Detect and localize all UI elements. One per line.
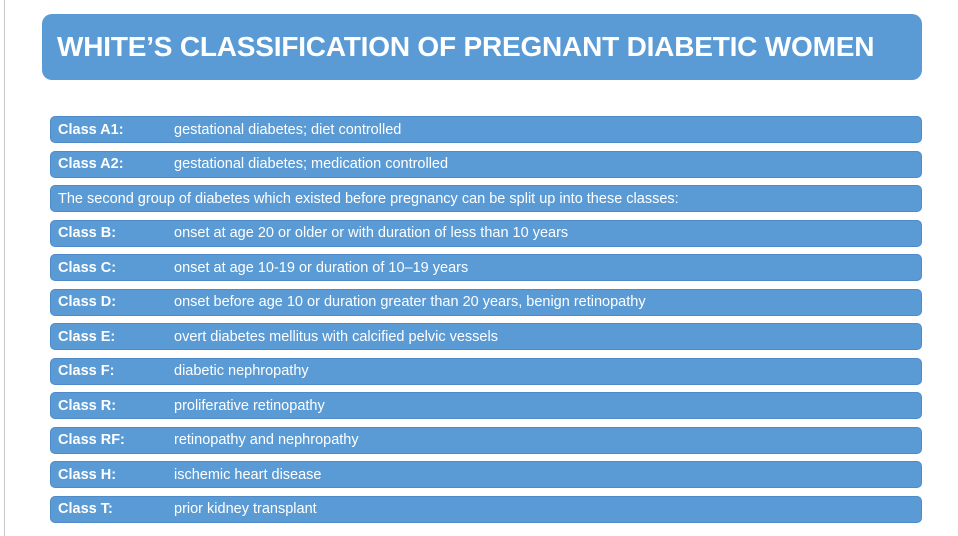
class-description: diabetic nephropathy (174, 363, 309, 379)
class-row-r: Class R: proliferative retinopathy (50, 392, 922, 419)
class-row-b: Class B: onset at age 20 or older or wit… (50, 219, 922, 247)
note-text: The second group of diabetes which exist… (58, 190, 679, 207)
class-row-c: Class C: onset at age 10-19 or duration … (50, 254, 922, 281)
class-row-a2: Class A2: gestational diabetes; medicati… (50, 150, 922, 178)
class-label: Class C: (58, 259, 117, 276)
class-label: Class B: (58, 225, 117, 241)
class-label: Class F: (58, 363, 115, 379)
page-title: WHITE’S CLASSIFICATION OF PREGNANT DIABE… (57, 31, 875, 62)
class-label: Class RF: (58, 432, 125, 448)
class-label: Class E: (58, 328, 116, 345)
class-description: gestational diabetes; medication control… (174, 156, 449, 172)
class-row-a1: Class A1: gestational diabetes; diet con… (50, 116, 922, 143)
class-description: onset before age 10 or duration greater … (174, 294, 646, 310)
class-label: Class H: (58, 466, 117, 483)
class-row-h: Class H: ischemic heart disease (50, 461, 922, 488)
class-description: ischemic heart disease (174, 466, 322, 483)
class-row-t: Class T: prior kidney transplant (50, 495, 922, 523)
class-row-rf: Class RF: retinopathy and nephropathy (50, 426, 922, 454)
class-label: Class D: (58, 294, 117, 310)
class-label: Class R: (58, 397, 117, 414)
class-description: gestational diabetes; diet controlled (174, 121, 402, 138)
class-description: onset at age 20 or older or with duratio… (174, 225, 569, 241)
class-description: onset at age 10-19 or duration of 10–19 … (174, 259, 469, 276)
class-label: Class A1: (58, 121, 124, 138)
class-row-d: Class D: onset before age 10 or duration… (50, 288, 922, 316)
class-row-e: Class E: overt diabetes mellitus with ca… (50, 323, 922, 350)
class-description: overt diabetes mellitus with calcified p… (174, 328, 498, 345)
class-description: retinopathy and nephropathy (174, 432, 359, 448)
note-row-second-group: The second group of diabetes which exist… (50, 185, 922, 212)
class-label: Class T: (58, 501, 113, 517)
class-row-f: Class F: diabetic nephropathy (50, 357, 922, 385)
class-label: Class A2: (58, 156, 124, 172)
class-description: prior kidney transplant (174, 501, 317, 517)
left-border-line (4, 0, 5, 536)
class-description: proliferative retinopathy (174, 397, 325, 414)
title-banner: WHITE’S CLASSIFICATION OF PREGNANT DIABE… (42, 14, 922, 80)
classification-list: Class A1: gestational diabetes; diet con… (50, 116, 922, 523)
